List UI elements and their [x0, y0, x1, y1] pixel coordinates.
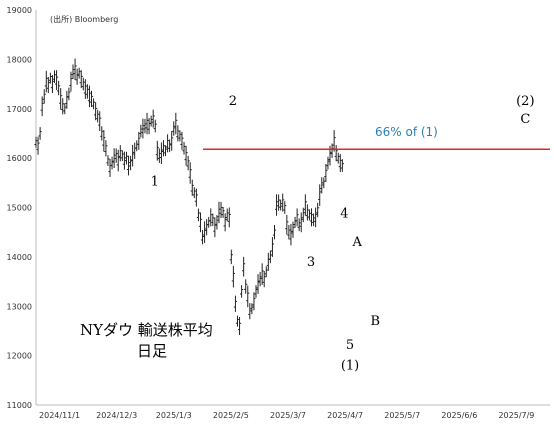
x-tick-labels: 2024/11/1 2024/12/3 2025/1/3 2025/2/5 2025/3…: [39, 411, 534, 420]
wave-label: 2: [229, 94, 237, 109]
y-tick-label: 12000: [7, 352, 32, 361]
x-tick-label: 2025/7/9: [498, 411, 534, 420]
y-tick-label: 14000: [7, 253, 32, 262]
y-tick-label: 17000: [7, 105, 32, 114]
x-tick-label: 2025/6/6: [441, 411, 477, 420]
retracement-label: 66% of (1): [375, 125, 438, 139]
y-tick-label: 19000: [7, 6, 32, 15]
x-tick-label: 2024/11/1: [39, 411, 80, 420]
x-tick-label: 2025/5/7: [384, 411, 420, 420]
wave-label: 5: [346, 338, 354, 353]
x-tick-label: 2025/2/5: [213, 411, 249, 420]
chart-title: NYダウ 輸送株平均: [80, 321, 213, 339]
y-tick-label: 13000: [7, 302, 32, 311]
wave-label: 1: [151, 174, 159, 189]
y-tick-label: 16000: [7, 154, 32, 163]
wave-label: 4: [340, 206, 348, 221]
wave-labels: 1 2 3 4 5 (1) A B (2) C: [151, 94, 535, 374]
wave-label: (2): [516, 94, 534, 109]
wave-label: A: [352, 235, 363, 250]
x-tick-label: 2024/12/3: [96, 411, 137, 420]
wave-label: 3: [307, 255, 315, 270]
source-label: (出所) Bloomberg: [50, 14, 118, 24]
x-tick-label: 2025/4/7: [327, 411, 363, 420]
x-tick-label: 2025/3/7: [270, 411, 306, 420]
wave-label: C: [520, 112, 530, 127]
x-tick-label: 2025/1/3: [156, 411, 192, 420]
chart-subtitle: 日足: [137, 342, 167, 360]
y-tick-label: 18000: [7, 55, 32, 64]
wave-label: B: [370, 314, 380, 329]
price-series: [34, 58, 344, 335]
wave-label: (1): [341, 358, 359, 373]
y-tick-label: 15000: [7, 204, 32, 213]
y-tick-label: 11000: [7, 401, 32, 410]
y-tick-labels: 11000 12000 13000 14000 15000 16000 17000 18000…: [7, 6, 32, 410]
